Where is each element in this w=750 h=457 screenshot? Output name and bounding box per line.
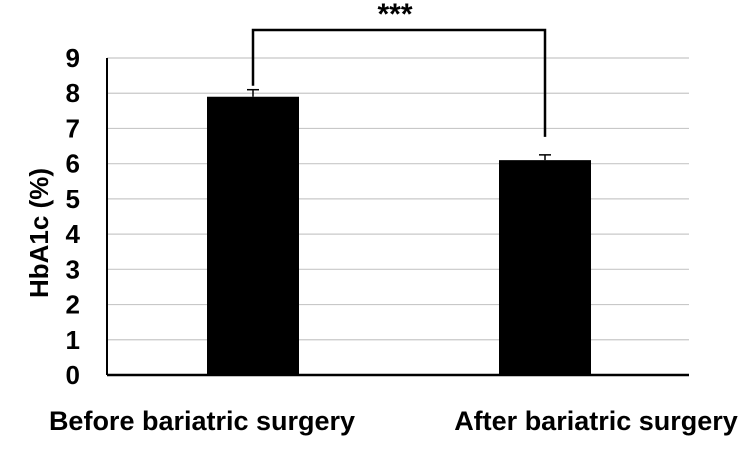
y-axis-label: HbA1c (%) bbox=[24, 168, 54, 298]
y-tick-label-4: 4 bbox=[66, 219, 81, 249]
category-label-after: After bariatric surgery bbox=[454, 406, 738, 436]
y-tick-label-0: 0 bbox=[66, 360, 80, 390]
bar-after bbox=[499, 160, 591, 375]
significance-marker: *** bbox=[377, 0, 412, 31]
error-bars bbox=[247, 88, 551, 161]
category-labels: Before bariatric surgery After bariatric … bbox=[49, 406, 738, 436]
y-tick-label-5: 5 bbox=[66, 184, 80, 214]
y-tick-labels: 0 1 2 3 4 5 6 7 8 9 bbox=[66, 43, 81, 390]
y-tick-label-8: 8 bbox=[66, 78, 80, 108]
bars bbox=[207, 96, 591, 375]
category-label-before: Before bariatric surgery bbox=[49, 406, 355, 436]
y-tick-label-3: 3 bbox=[66, 254, 80, 284]
significance-bracket bbox=[251, 28, 547, 137]
y-tick-label-1: 1 bbox=[66, 325, 80, 355]
y-tick-label-9: 9 bbox=[66, 43, 80, 73]
y-tick-label-7: 7 bbox=[66, 113, 80, 143]
bar-before bbox=[207, 96, 299, 375]
y-tick-label-6: 6 bbox=[66, 149, 80, 179]
y-tick-label-2: 2 bbox=[66, 290, 80, 320]
gridlines bbox=[107, 57, 689, 341]
